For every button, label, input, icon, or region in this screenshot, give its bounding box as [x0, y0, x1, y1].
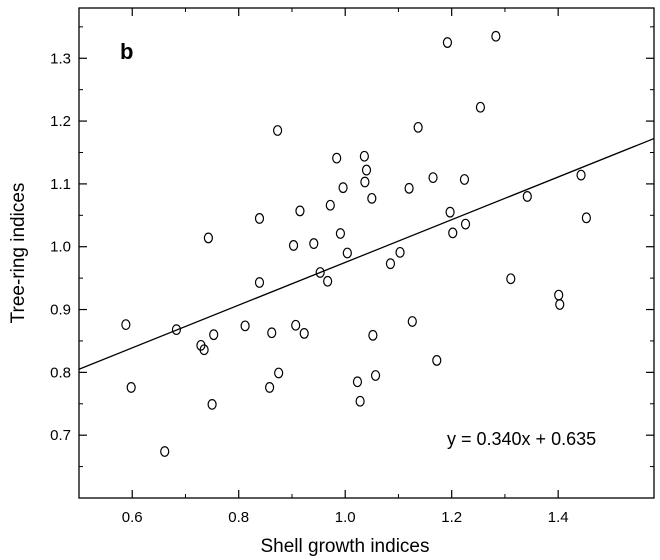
- data-point: [338, 182, 348, 194]
- x-tick-label: 1.0: [335, 509, 356, 526]
- data-point: [342, 247, 352, 259]
- data-point: [309, 238, 319, 249]
- data-point: [360, 176, 370, 188]
- plot-area-frame: [78, 7, 655, 499]
- data-point: [506, 273, 516, 285]
- regression-line: [78, 137, 655, 370]
- data-point: [126, 382, 136, 393]
- data-point: [407, 316, 417, 327]
- data-point: [332, 152, 342, 164]
- data-point: [442, 37, 453, 48]
- data-point: [315, 267, 325, 278]
- panel-label: b: [120, 39, 133, 64]
- data-point: [288, 240, 299, 251]
- data-point: [207, 398, 217, 410]
- data-point: [274, 367, 284, 379]
- y-tick-label: 0.8: [50, 364, 71, 381]
- data-point: [448, 227, 458, 239]
- data-points: [121, 30, 591, 457]
- data-point: [576, 169, 586, 181]
- y-tick-label: 0.7: [50, 427, 71, 444]
- x-tick-label: 1.4: [548, 509, 569, 526]
- y-tick-label: 1.1: [50, 176, 71, 193]
- data-point: [385, 258, 396, 270]
- data-point: [428, 172, 438, 184]
- data-point: [432, 355, 442, 366]
- x-axis-title: Shell growth indices: [261, 536, 430, 557]
- data-point: [121, 319, 131, 331]
- data-point: [368, 329, 378, 341]
- y-tick-label: 0.9: [50, 302, 71, 319]
- data-point: [299, 328, 309, 339]
- data-point: [459, 174, 470, 185]
- data-point: [404, 182, 414, 194]
- data-point: [395, 246, 405, 258]
- data-point: [355, 395, 365, 407]
- data-point: [325, 199, 335, 211]
- data-point: [367, 192, 377, 204]
- x-tick-label: 0.8: [228, 509, 249, 526]
- tick-marks: [78, 8, 654, 498]
- data-point: [291, 319, 301, 331]
- data-point: [555, 299, 565, 310]
- data-point: [445, 206, 455, 218]
- data-point: [272, 125, 283, 136]
- tick-labels: 0.6 0.8 1.0 1.2 1.4 0.7 0.8 0.9 1.0 1.1 1.2 1.3: [50, 50, 568, 526]
- data-point: [554, 289, 564, 301]
- y-tick-label: 1.3: [50, 50, 71, 67]
- data-point: [491, 30, 501, 42]
- data-point: [171, 324, 182, 336]
- data-point: [254, 277, 265, 288]
- data-point: [352, 376, 363, 388]
- data-point: [203, 232, 213, 244]
- data-point: [361, 164, 372, 176]
- data-point: [370, 370, 381, 381]
- data-point: [267, 327, 277, 339]
- x-tick-label: 0.6: [122, 509, 143, 526]
- data-point: [295, 205, 305, 217]
- data-point: [254, 213, 265, 224]
- data-point: [199, 344, 209, 356]
- data-point: [323, 275, 333, 287]
- data-point: [335, 228, 346, 239]
- regression-equation: y = 0.340x + 0.635: [447, 429, 596, 449]
- x-tick-label: 1.2: [441, 509, 462, 526]
- data-point: [240, 320, 250, 332]
- data-point: [160, 446, 170, 457]
- data-point: [359, 150, 369, 162]
- data-point: [209, 329, 219, 341]
- data-point: [413, 121, 423, 133]
- y-tick-label: 1.0: [50, 239, 71, 256]
- data-point: [460, 218, 471, 230]
- data-point: [475, 101, 486, 113]
- y-tick-label: 1.2: [50, 113, 71, 130]
- data-point: [265, 382, 275, 393]
- y-axis-title: Tree-ring indices: [8, 183, 29, 324]
- data-point: [522, 191, 532, 202]
- data-point: [581, 212, 591, 224]
